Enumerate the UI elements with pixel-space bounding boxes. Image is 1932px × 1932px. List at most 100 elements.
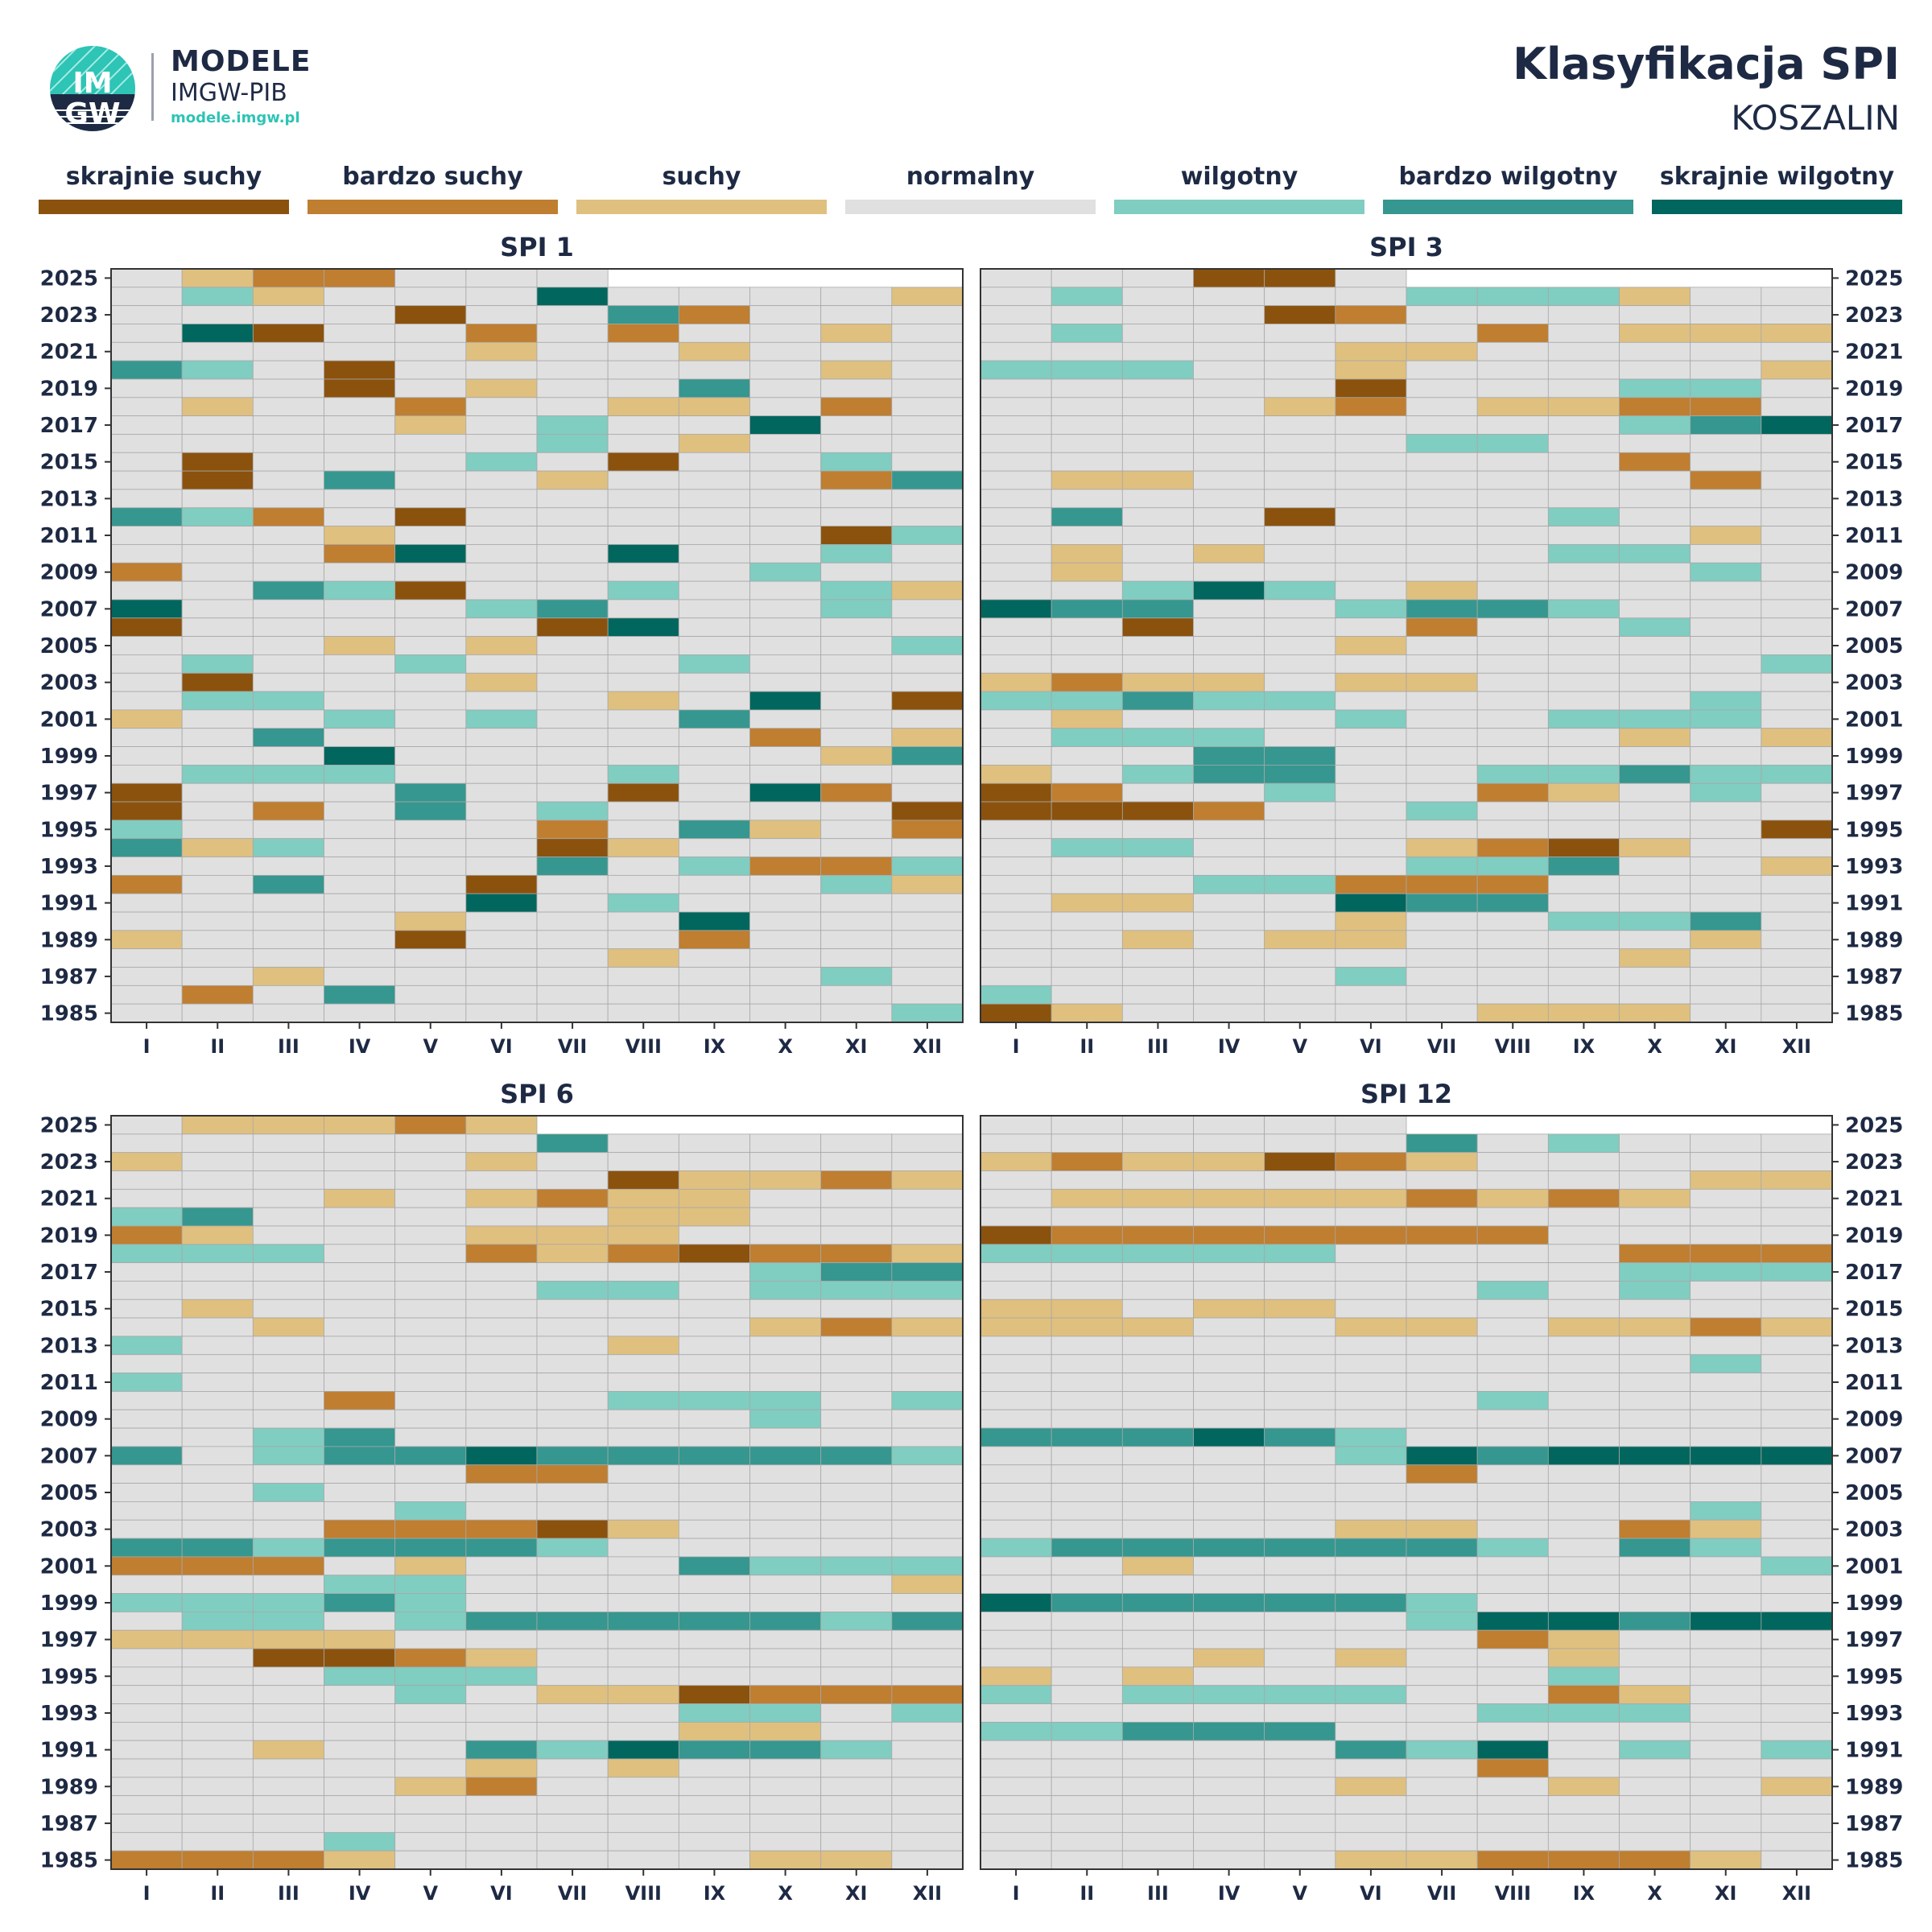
heatmap-cell: [1476, 415, 1549, 435]
heatmap-cell: [465, 838, 538, 857]
heatmap-cell: [1476, 1629, 1549, 1649]
heatmap-cell: [465, 1152, 538, 1171]
heatmap-cell: [252, 1446, 324, 1466]
heatmap-cell: [324, 911, 396, 931]
heatmap-cell: [1690, 654, 1762, 674]
heatmap-cell: [980, 819, 1052, 840]
heatmap-cell: [110, 1556, 183, 1576]
heatmap-cell: [678, 709, 750, 729]
legend-swatch: [576, 200, 827, 214]
heatmap-cell: [1761, 911, 1833, 931]
heatmap-cell: [1264, 1648, 1336, 1668]
heatmap-cell: [536, 1262, 609, 1282]
heatmap-cell: [1761, 1373, 1833, 1392]
brand-url[interactable]: modele.imgw.pl: [171, 109, 300, 126]
heatmap-cell: [324, 1556, 396, 1576]
heatmap-cell: [820, 1556, 893, 1576]
heatmap-cell: [891, 544, 964, 564]
heatmap-cell: [1619, 1538, 1691, 1558]
heatmap-cell: [465, 893, 538, 913]
heatmap-cell: [678, 764, 750, 784]
heatmap-cell: [820, 1188, 893, 1208]
heatmap-cell: [1193, 580, 1265, 601]
heatmap-cell: [324, 1317, 396, 1337]
heatmap-cell: [749, 544, 822, 564]
heatmap-cell: [749, 819, 822, 840]
heatmap-cell: [1476, 1795, 1549, 1814]
heatmap-cell: [324, 1298, 396, 1319]
heatmap-cell: [749, 1648, 822, 1668]
heatmap-cell: [749, 1354, 822, 1374]
heatmap-cell: [1476, 1556, 1549, 1576]
heatmap-cell: [1406, 1170, 1478, 1190]
heatmap-cell: [1547, 360, 1620, 380]
heatmap-cell: [1476, 1740, 1549, 1760]
y-tick-label: 2011: [40, 524, 98, 548]
heatmap-cell: [1476, 1335, 1549, 1356]
heatmap-cell: [110, 911, 183, 931]
heatmap-cell: [678, 434, 750, 453]
heatmap-cell: [1690, 1207, 1762, 1227]
heatmap-cell: [465, 1244, 538, 1264]
heatmap-cell: [110, 782, 183, 803]
heatmap-cell: [536, 324, 609, 343]
heatmap-cell: [465, 324, 538, 343]
heatmap-cell: [749, 1814, 822, 1833]
heatmap-cell: [1619, 764, 1691, 784]
heatmap-cell: [1121, 1464, 1194, 1484]
heatmap-cell: [749, 489, 822, 509]
heatmap-cell: [891, 1262, 964, 1282]
heatmap-cell: [1619, 1685, 1691, 1704]
heatmap-cell: [536, 1538, 609, 1558]
heatmap-cell: [324, 654, 396, 674]
y-tick-label: 1993: [40, 855, 98, 879]
heatmap-cell: [536, 341, 609, 361]
heatmap-cell: [465, 1281, 538, 1300]
heatmap-cell: [1761, 324, 1833, 343]
heatmap-cell: [1121, 1409, 1194, 1429]
heatmap-cell: [1264, 1464, 1336, 1484]
heatmap-cell: [181, 397, 254, 417]
heatmap-cell: [607, 746, 679, 766]
heatmap-cell: [891, 709, 964, 729]
heatmap-cell: [1335, 874, 1407, 894]
heatmap-cell: [181, 1373, 254, 1392]
heatmap-cell: [1264, 819, 1336, 840]
heatmap-cell: [324, 1281, 396, 1300]
heatmap-cell: [1547, 911, 1620, 931]
heatmap-cell: [1051, 1391, 1123, 1410]
heatmap-panel: SPI 1I II III IV V VI VII VIII IX X XI XII202520232…: [40, 232, 964, 1058]
heatmap-cell: [324, 801, 396, 821]
heatmap-cell: [1406, 1188, 1478, 1208]
heatmap-cell: [1051, 1814, 1123, 1833]
heatmap-cell: [820, 1575, 893, 1594]
heatmap-cell: [1476, 691, 1549, 711]
heatmap-cell: [1690, 1188, 1762, 1208]
heatmap-cell: [980, 1298, 1052, 1319]
heatmap-cell: [1406, 967, 1478, 986]
heatmap-cell: [1547, 1427, 1620, 1447]
heatmap-cell: [1476, 1519, 1549, 1539]
legend-label: bardzo wilgotny: [1398, 163, 1618, 191]
heatmap-cell: [980, 1666, 1052, 1686]
heatmap-cell: [678, 1850, 750, 1870]
heatmap-cell: [1690, 526, 1762, 545]
heatmap-cell: [465, 1556, 538, 1576]
heatmap-cell: [749, 1795, 822, 1814]
heatmap-cell: [1193, 857, 1265, 876]
heatmap-cell: [607, 397, 679, 417]
heatmap-cell: [820, 470, 893, 490]
heatmap-cell: [536, 1519, 609, 1539]
heatmap-cell: [324, 599, 396, 619]
heatmap-cell: [1193, 562, 1265, 582]
heatmap-cell: [1547, 1298, 1620, 1319]
heatmap-cell: [181, 1003, 254, 1023]
heatmap-cell: [536, 1501, 609, 1521]
heatmap-cell: [1121, 1152, 1194, 1171]
heatmap-cell: [1335, 967, 1407, 986]
heatmap-cell: [1619, 526, 1691, 545]
heatmap-cell: [252, 1685, 324, 1704]
heatmap-cell: [678, 1281, 750, 1300]
heatmap-cell: [110, 874, 183, 894]
